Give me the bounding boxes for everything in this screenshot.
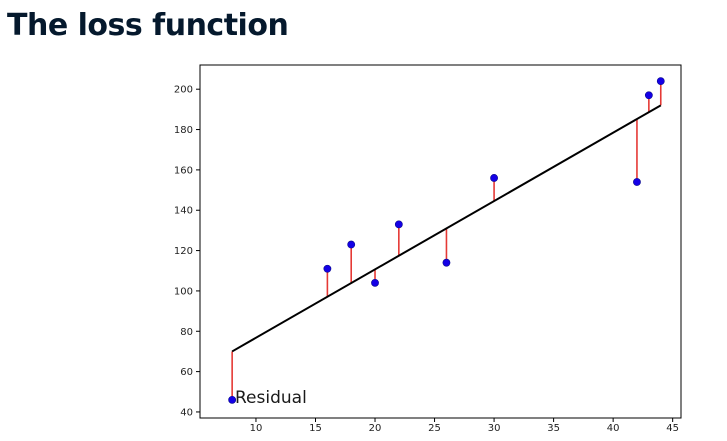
plot-frame (199, 64, 682, 419)
data-point (442, 258, 451, 267)
y-tick-label: 140 (174, 206, 193, 217)
y-tick-label: 200 (174, 85, 193, 96)
x-tick-label: 40 (607, 423, 620, 434)
data-points (228, 77, 665, 404)
data-point (644, 91, 653, 100)
data-point (490, 174, 498, 182)
y-tick-label: 120 (174, 246, 193, 257)
y-tick-label: 180 (174, 125, 193, 136)
y-tick-label: 60 (180, 367, 193, 378)
x-tick-label: 10 (250, 423, 263, 434)
data-point (347, 240, 356, 249)
x-tick-label: 25 (428, 423, 441, 434)
y-tick-label: 100 (174, 286, 193, 297)
y-tick-label: 80 (180, 327, 193, 338)
data-point (394, 220, 403, 229)
y-tick-label: 40 (180, 407, 193, 418)
x-tick-label: 20 (369, 423, 382, 434)
residual-lines (231, 81, 662, 400)
x-tick-label: 15 (309, 423, 322, 434)
x-tick-label: 35 (547, 423, 560, 434)
regression-line (231, 104, 662, 353)
data-point (228, 395, 237, 404)
data-point (323, 264, 332, 273)
y-axis-ticks: 40 60 80 100 120 140 160 180 200 (174, 85, 200, 418)
page-title: The loss function (7, 8, 289, 43)
x-tick-label: 30 (488, 423, 501, 434)
x-axis-ticks: 10 15 20 25 30 35 40 45 (250, 418, 679, 434)
data-point (656, 77, 665, 86)
residual-annotation: Residual (235, 388, 307, 408)
data-point (371, 278, 379, 287)
y-tick-label: 160 (174, 165, 193, 176)
x-tick-label: 45 (666, 423, 679, 434)
data-point (633, 178, 641, 186)
